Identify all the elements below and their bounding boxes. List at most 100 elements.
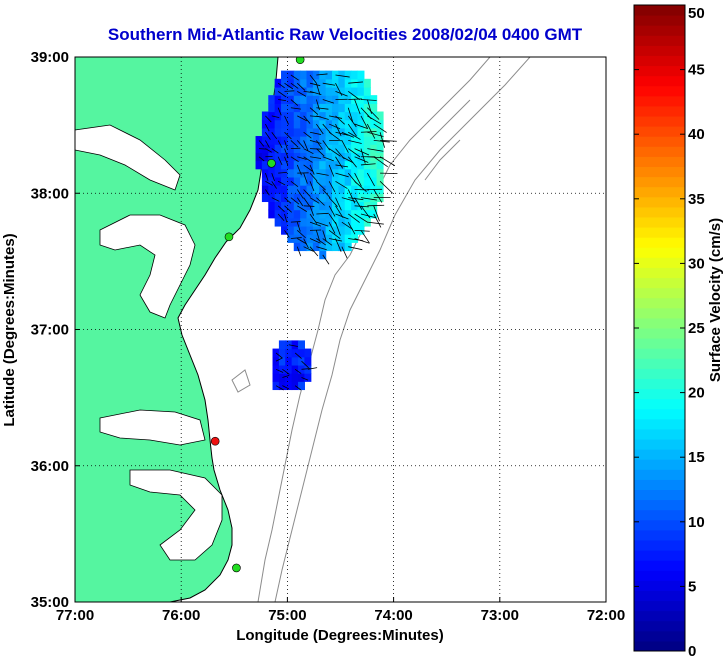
colorbar-segment [634, 277, 685, 289]
velocity-vector [309, 181, 315, 192]
velocity-cell [357, 103, 365, 113]
velocity-cell [268, 209, 276, 219]
x-tick-label: 76:00 [162, 607, 200, 624]
colorbar-segment [634, 580, 685, 591]
velocity-cell [351, 86, 359, 96]
colorbar-tick-label: 30 [688, 255, 705, 272]
velocity-vector [354, 172, 362, 187]
velocity-cell [325, 168, 333, 178]
velocity-cell [319, 111, 327, 121]
velocity-vector [296, 140, 305, 149]
velocity-cell [255, 160, 263, 170]
velocity-cell [344, 176, 352, 186]
velocity-cell [287, 225, 295, 235]
velocity-cell [287, 185, 295, 194]
velocity-cell [281, 176, 288, 186]
velocity-cell [357, 86, 365, 96]
velocity-vector [288, 344, 298, 347]
colorbar-segment [634, 136, 685, 147]
velocity-cell [261, 160, 269, 170]
velocity-vector [309, 246, 319, 257]
velocity-cell [261, 144, 269, 153]
radar-station-marker [267, 158, 276, 168]
velocity-vector [297, 115, 308, 122]
colorbar-segment [634, 348, 685, 359]
colorbar-segment [634, 146, 685, 157]
colorbar-segment [634, 519, 685, 531]
velocity-cell [293, 209, 301, 219]
x-tick-label: 74:00 [374, 607, 412, 624]
velocity-vector [265, 189, 270, 196]
velocity-cell [344, 78, 352, 88]
velocity-cell [344, 111, 352, 121]
velocity-cell [281, 217, 288, 227]
velocity-vector [284, 115, 289, 125]
velocity-vector [341, 246, 348, 259]
velocity-cell [278, 356, 286, 366]
velocity-cell [298, 373, 305, 382]
velocity-vector [329, 115, 343, 119]
colorbar-segment [634, 186, 685, 198]
velocity-cell [306, 185, 314, 194]
velocity-vector [347, 213, 360, 223]
velocity-vector [275, 368, 284, 373]
velocity-vector [367, 221, 384, 225]
velocity-vector [328, 213, 337, 225]
velocity-cell [370, 176, 378, 186]
velocity-vector [335, 123, 342, 136]
velocity-vector [316, 148, 325, 157]
colorbar-segment [634, 529, 685, 541]
radar-station-marker [210, 436, 220, 446]
velocity-vector [309, 238, 321, 244]
velocity-vector [284, 156, 289, 166]
velocity-vector [316, 197, 325, 206]
velocity-cell [268, 176, 276, 186]
velocity-vector [297, 238, 307, 245]
velocity-vector [360, 197, 377, 201]
colorbar-segment [634, 287, 685, 299]
velocity-cell [274, 103, 282, 113]
colorbar-segment [634, 459, 685, 470]
velocity-cell [319, 103, 327, 113]
x-tick-label: 75:00 [268, 607, 306, 624]
velocity-vector [366, 99, 372, 114]
velocity-cell [306, 168, 314, 178]
velocity-vector [303, 131, 312, 139]
velocity-vector [328, 131, 340, 141]
velocity-cell [298, 348, 305, 358]
colorbar-ticks: 0 5 10 15 20 25 30 35 40 45 50 [634, 4, 705, 659]
velocity-vector [303, 156, 313, 163]
velocity-vector [360, 99, 377, 101]
velocity-cell [261, 111, 269, 121]
velocity-vector [297, 91, 307, 97]
velocity-cell [344, 136, 352, 145]
velocity-cell [287, 176, 295, 186]
velocity-vector [354, 238, 370, 244]
velocity-vector [309, 74, 317, 84]
velocity-vector [316, 140, 323, 150]
y-tick-label: 36:00 [31, 458, 69, 475]
velocity-cell [298, 381, 305, 391]
velocity-cell [306, 160, 314, 170]
velocity-cell [285, 340, 293, 350]
velocity-cell [285, 381, 293, 391]
velocity-cell [325, 185, 333, 194]
velocity-cell [293, 127, 301, 137]
velocity-vector [296, 189, 304, 199]
velocity-vector [316, 172, 329, 176]
velocity-cell [261, 136, 269, 145]
velocity-vector [354, 180, 367, 192]
velocity-vector [265, 148, 272, 153]
velocity-vector [275, 357, 283, 362]
figure-title: Southern Mid-Atlantic Raw Velocities 200… [108, 25, 583, 44]
velocity-vector [258, 156, 265, 162]
velocity-cell [304, 348, 312, 358]
velocity-vector [265, 132, 271, 140]
velocity-cell [274, 136, 282, 145]
velocity-cell [344, 201, 352, 211]
velocity-vector [301, 377, 309, 381]
velocity-cell [332, 95, 339, 104]
velocity-vector [379, 132, 386, 148]
colorbar-segment [634, 418, 685, 430]
velocity-vector [278, 171, 287, 174]
